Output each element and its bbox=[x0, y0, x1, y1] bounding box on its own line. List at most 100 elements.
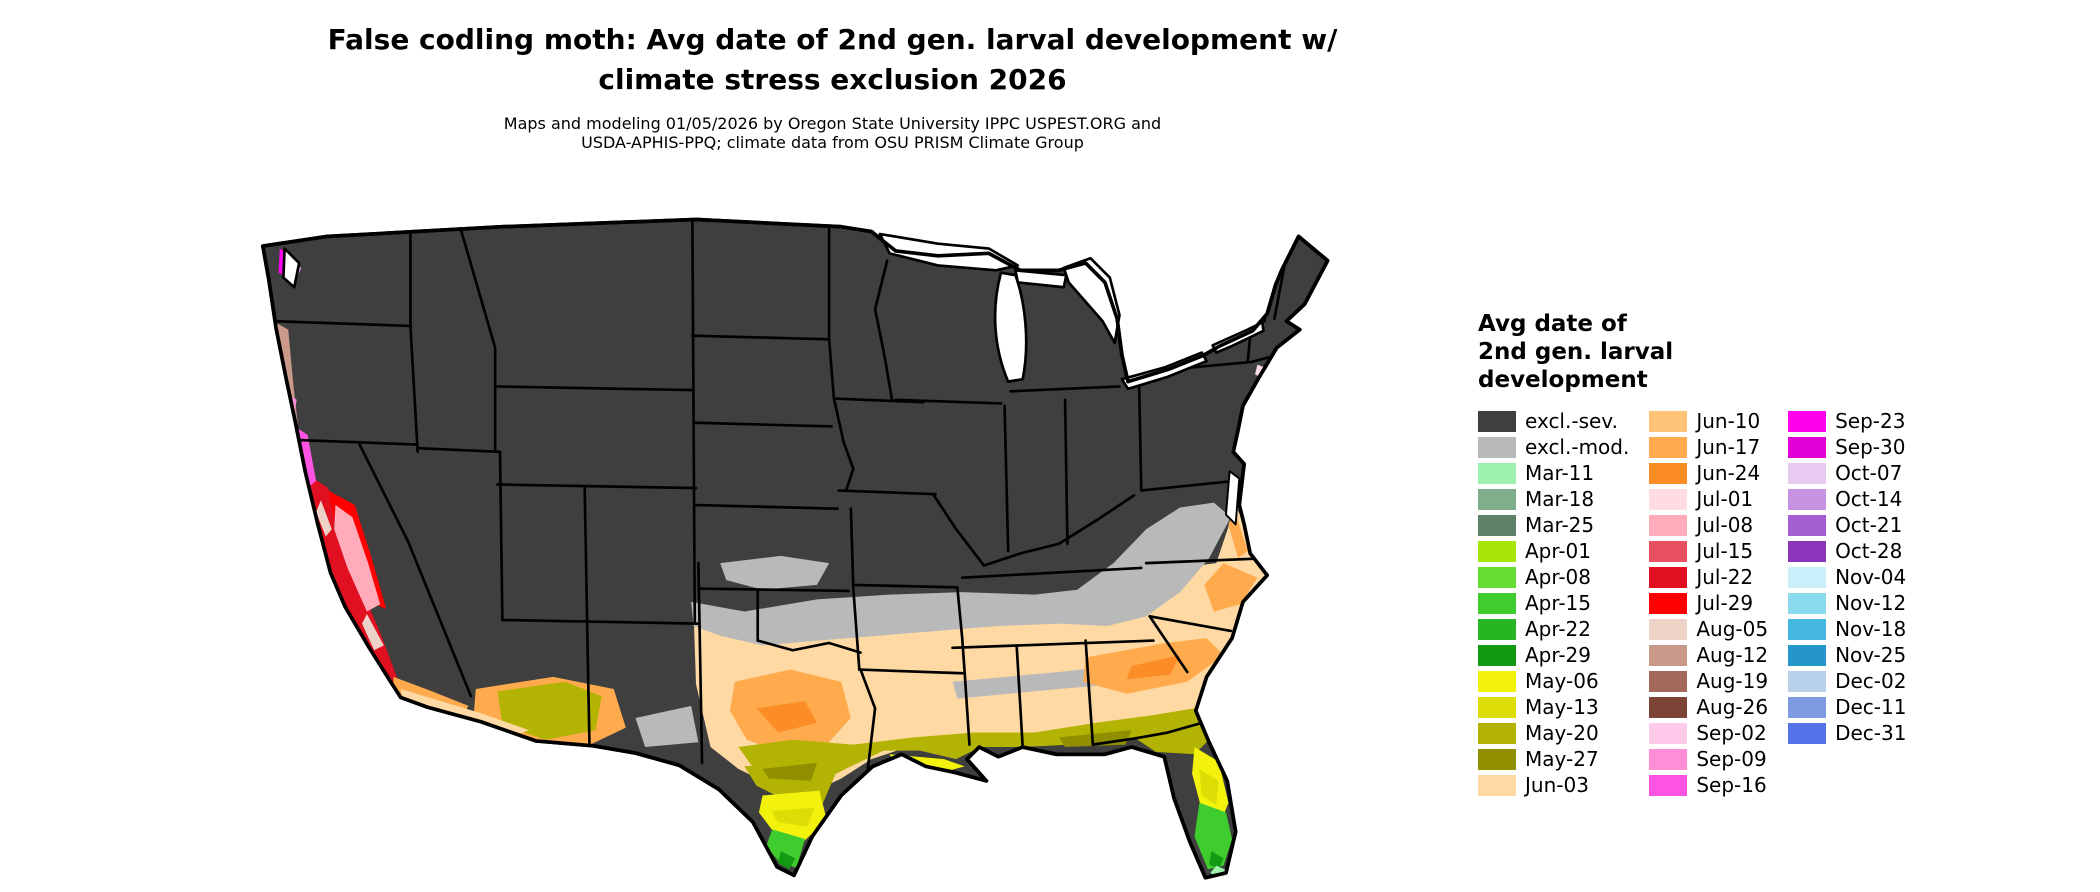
mackinac-strait bbox=[1014, 268, 1068, 289]
legend-entry-excl_mod: excl.-mod. bbox=[1478, 434, 1629, 460]
legend-swatch-sep02 bbox=[1649, 722, 1688, 744]
legend-label-nov12: Nov-12 bbox=[1835, 591, 1907, 615]
legend-label-sep16: Sep-16 bbox=[1696, 773, 1767, 797]
legend-swatch-mar25 bbox=[1478, 514, 1516, 536]
legend-swatch-sep23 bbox=[1788, 410, 1827, 432]
region-sep16-norcal-coast bbox=[296, 427, 317, 489]
legend-entry-aug26: Aug-26 bbox=[1649, 694, 1768, 720]
region-exclmod-plains-patch1 bbox=[720, 555, 830, 590]
legend-column-3: Sep-23 Sep-30 Oct-07 Oct-14 Oct-21 Oct-28 Nov-… bbox=[1788, 408, 1906, 746]
puget-sound bbox=[282, 247, 301, 289]
legend-entry-aug12: Aug-12 bbox=[1649, 642, 1768, 668]
legend-label-sep23: Sep-23 bbox=[1835, 409, 1906, 433]
legend-label-apr08: Apr-08 bbox=[1525, 565, 1591, 589]
lake-michigan bbox=[993, 271, 1028, 383]
legend-swatch-jun17 bbox=[1649, 436, 1688, 458]
region-may20-arizona bbox=[497, 681, 602, 740]
legend-label-jul01: Jul-01 bbox=[1696, 487, 1754, 511]
region-apr29-florida bbox=[1209, 851, 1224, 870]
legend-label-aug05: Aug-05 bbox=[1696, 617, 1769, 641]
legend-swatch-oct28 bbox=[1788, 540, 1827, 562]
legend-entry-sep30: Sep-30 bbox=[1788, 434, 1906, 460]
legend-label-aug19: Aug-19 bbox=[1696, 669, 1769, 693]
legend-entry-jun24: Jun-24 bbox=[1649, 460, 1768, 486]
legend-swatch-aug26 bbox=[1649, 696, 1688, 718]
legend-entry-oct14: Oct-14 bbox=[1788, 486, 1906, 512]
region-jun24-georgia bbox=[1126, 655, 1180, 680]
region-aug05-california-patch1 bbox=[316, 500, 332, 537]
legend-swatch-jul22 bbox=[1649, 566, 1688, 588]
legend-label-sep30: Sep-30 bbox=[1835, 435, 1906, 459]
legend-entry-nov25: Nov-25 bbox=[1788, 642, 1906, 668]
region-apr29-texas bbox=[778, 851, 796, 870]
legend-label-excl_mod: excl.-mod. bbox=[1525, 435, 1630, 459]
legend-swatch-nov18 bbox=[1788, 618, 1827, 640]
legend-swatch-jul29 bbox=[1649, 592, 1688, 614]
region-apr15-south-florida bbox=[1194, 802, 1233, 870]
legend-swatch-oct07 bbox=[1788, 462, 1827, 484]
page-subtitle-line1: Maps and modeling 01/05/2026 by Oregon S… bbox=[503, 114, 1162, 133]
legend-label-nov25: Nov-25 bbox=[1835, 643, 1907, 667]
legend-entry-sep16: Sep-16 bbox=[1649, 772, 1768, 798]
legend-label-oct14: Oct-14 bbox=[1835, 487, 1903, 511]
climate-region-overlays bbox=[277, 248, 1270, 878]
legend-label-mar18: Mar-18 bbox=[1525, 487, 1595, 511]
legend-entry-apr01: Apr-01 bbox=[1478, 538, 1629, 564]
legend-swatch-dec02 bbox=[1788, 670, 1827, 692]
region-exclmod-westtexas-patch bbox=[635, 705, 699, 748]
legend-swatch-mar18 bbox=[1478, 488, 1516, 510]
legend-swatch-jun03 bbox=[1478, 774, 1516, 796]
chesapeake-bay bbox=[1225, 470, 1241, 526]
legend-swatch-may27 bbox=[1478, 748, 1516, 770]
legend-label-may27: May-27 bbox=[1525, 747, 1599, 771]
page-title-line2: climate stress exclusion 2026 bbox=[598, 63, 1067, 96]
legend-label-jul29: Jul-29 bbox=[1696, 591, 1754, 615]
legend-swatch-nov25 bbox=[1788, 644, 1827, 666]
legend-entry-nov12: Nov-12 bbox=[1788, 590, 1906, 616]
legend-entry-apr22: Apr-22 bbox=[1478, 616, 1629, 642]
legend-swatch-excl_mod bbox=[1478, 436, 1516, 458]
legend-swatch-sep30 bbox=[1788, 436, 1827, 458]
legend-swatch-apr29 bbox=[1478, 644, 1516, 666]
legend-entry-sep09: Sep-09 bbox=[1649, 746, 1768, 772]
legend-swatch-jul01 bbox=[1649, 488, 1688, 510]
lake-superior bbox=[878, 232, 1020, 272]
legend-swatch-jul08 bbox=[1649, 514, 1688, 536]
region-may20-north-florida bbox=[1134, 720, 1210, 755]
legend-entry-jul15: Jul-15 bbox=[1649, 538, 1768, 564]
legend-label-jun03: Jun-03 bbox=[1525, 773, 1589, 797]
legend-swatch-mar11 bbox=[1478, 462, 1516, 484]
legend-title-line1: Avg date of bbox=[1478, 311, 1627, 337]
legend-swatch-may13 bbox=[1478, 696, 1516, 718]
legend-entry-apr15: Apr-15 bbox=[1478, 590, 1629, 616]
legend-entry-dec02: Dec-02 bbox=[1788, 668, 1906, 694]
legend-label-mar25: Mar-25 bbox=[1525, 513, 1595, 537]
legend-entry-may13: May-13 bbox=[1478, 694, 1629, 720]
legend-swatch-jun24 bbox=[1649, 462, 1688, 484]
region-may20-gulf-band bbox=[738, 708, 1202, 784]
legend-label-oct28: Oct-28 bbox=[1835, 539, 1903, 563]
legend-entry-mar25: Mar-25 bbox=[1478, 512, 1629, 538]
legend-swatch-aug05 bbox=[1649, 618, 1688, 640]
legend-label-mar11: Mar-11 bbox=[1525, 461, 1595, 485]
legend-label-may20: May-20 bbox=[1525, 721, 1599, 745]
legend-label-may13: May-13 bbox=[1525, 695, 1599, 719]
map-legend: Avg date of 2nd gen. larval development … bbox=[1478, 310, 1906, 798]
legend-swatch-apr22 bbox=[1478, 618, 1516, 640]
legend-entry-dec31: Dec-31 bbox=[1788, 720, 1906, 746]
legend-entry-oct07: Oct-07 bbox=[1788, 460, 1906, 486]
legend-label-aug12: Aug-12 bbox=[1696, 643, 1769, 667]
legend-entry-may06: May-06 bbox=[1478, 668, 1629, 694]
legend-label-dec11: Dec-11 bbox=[1835, 695, 1907, 719]
legend-swatch-may06 bbox=[1478, 670, 1516, 692]
region-jun24-texas bbox=[756, 701, 817, 733]
legend-entry-may20: May-20 bbox=[1478, 720, 1629, 746]
legend-column-1: excl.-sev. excl.-mod. Mar-11 Mar-18 Mar-25 Ap… bbox=[1478, 408, 1629, 798]
legend-entry-apr29: Apr-29 bbox=[1478, 642, 1629, 668]
legend-entry-apr08: Apr-08 bbox=[1478, 564, 1629, 590]
legend-label-jul22: Jul-22 bbox=[1696, 565, 1754, 589]
region-may13-texas bbox=[771, 807, 815, 827]
legend-entry-jun10: Jun-10 bbox=[1649, 408, 1768, 434]
legend-title-line2: 2nd gen. larval bbox=[1478, 339, 1674, 365]
